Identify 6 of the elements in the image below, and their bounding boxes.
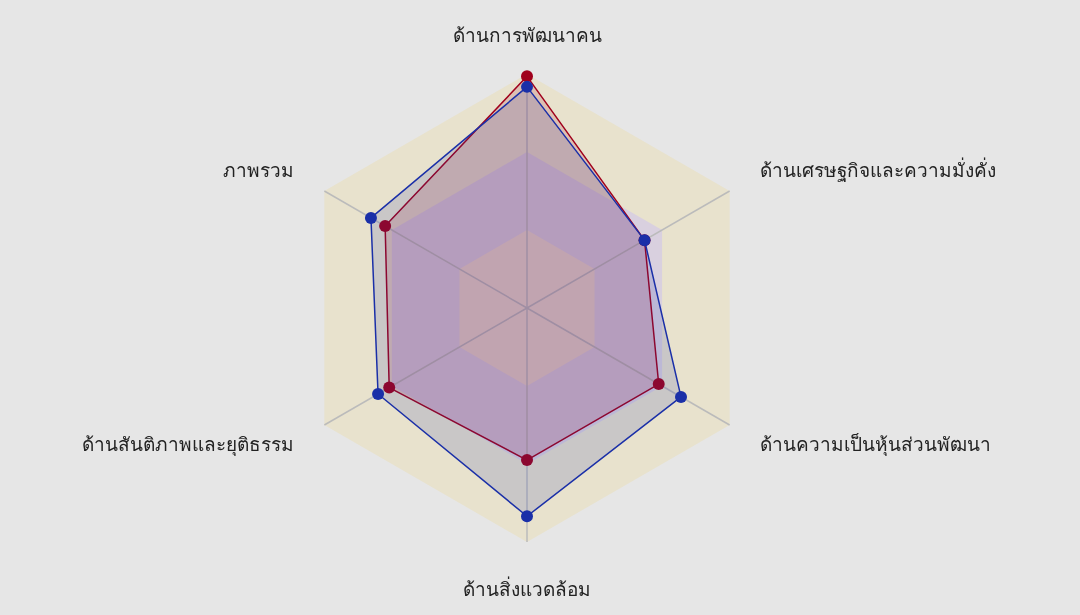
spoke-label: ด้านสิ่งแวดล้อม [463,575,591,600]
spoke-label: ด้านความเป็นหุ้นส่วนพัฒนา [759,431,991,457]
spoke-label: ด้านสันติภาพและยุติธรรม [82,432,295,457]
spoke-label: ภาพรวม [223,158,295,181]
spoke-label: ด้านเศรษฐกิจและความมั่งคั่ง [759,156,996,182]
spoke-label: ด้านการพัฒนาคน [452,23,602,46]
